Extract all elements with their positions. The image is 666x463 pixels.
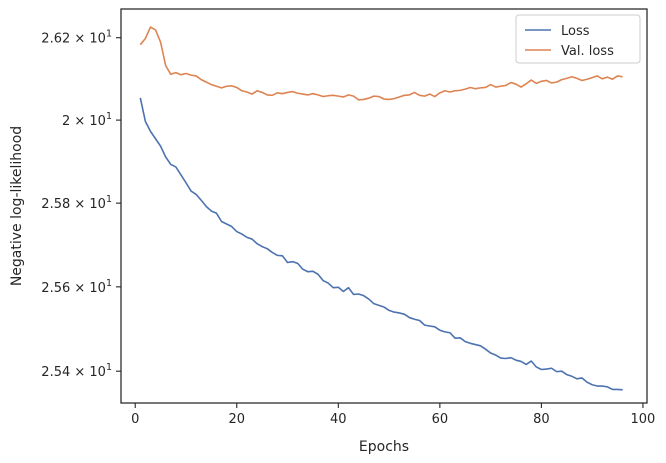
y-tick-label: 2 × 101 <box>62 111 112 129</box>
x-tick-label: 40 <box>330 412 347 427</box>
y-axis-label: Negative log-likelihood <box>9 126 25 286</box>
x-axis-label: Epochs <box>359 439 409 455</box>
plot-area-frame <box>120 8 648 404</box>
legend: Loss Val. loss <box>515 14 641 64</box>
series-layer <box>139 26 623 391</box>
legend-label-val-loss: Val. loss <box>561 44 614 59</box>
x-tick-label: 80 <box>533 412 550 427</box>
ticks-layer: 0 20 40 60 80 100 2.54 × 101 2.56 × 101 2.58 × 1… <box>41 29 655 427</box>
series-line-loss <box>139 97 623 391</box>
x-tick-label: 20 <box>228 412 245 427</box>
series-line-val-loss <box>139 26 623 101</box>
legend-label-loss: Loss <box>561 24 590 39</box>
y-tick-label: 2.54 × 101 <box>41 362 112 380</box>
x-tick-label: 60 <box>432 412 449 427</box>
y-tick-label: 2.62 × 101 <box>41 29 112 47</box>
x-tick-label: 0 <box>131 412 139 427</box>
y-tick-label: 2.56 × 101 <box>41 278 112 296</box>
x-tick-label: 100 <box>631 412 656 427</box>
y-tick-label: 2.58 × 101 <box>41 194 112 212</box>
legend-box <box>515 14 641 64</box>
